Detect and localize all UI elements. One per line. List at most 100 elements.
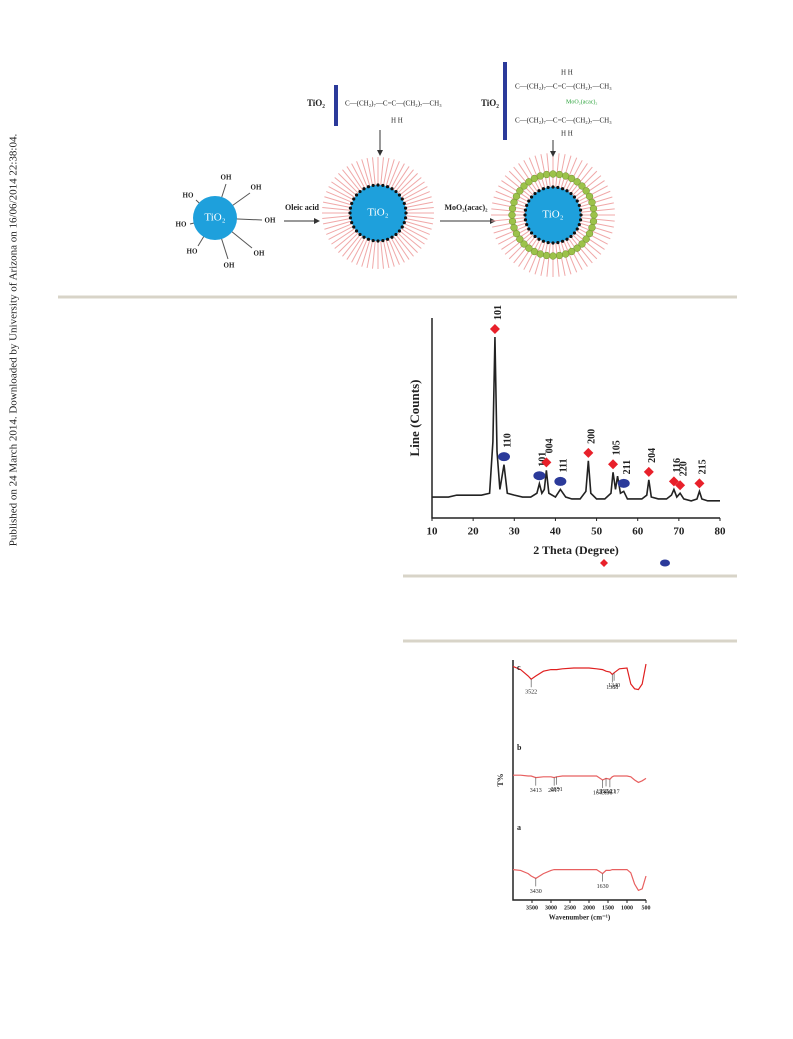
ligand bbox=[405, 215, 434, 219]
hydrogens: H H bbox=[561, 69, 573, 77]
x-tick-label: 30 bbox=[509, 526, 521, 538]
ligand bbox=[390, 237, 405, 263]
x-tick-label: 2000 bbox=[583, 905, 595, 911]
ligand bbox=[324, 220, 352, 230]
x-tick-label: 10 bbox=[427, 526, 439, 538]
surface-dot bbox=[381, 238, 385, 243]
x-tick-label: 80 bbox=[715, 526, 727, 538]
ligand bbox=[518, 238, 538, 267]
bead bbox=[555, 170, 564, 179]
hydroxyl: OH bbox=[265, 217, 276, 225]
ligand bbox=[328, 186, 354, 201]
ligand bbox=[372, 157, 376, 186]
bead bbox=[582, 235, 590, 243]
ligand bbox=[579, 222, 613, 234]
ligand bbox=[372, 240, 376, 269]
ligand bbox=[546, 153, 551, 188]
ligand bbox=[565, 160, 583, 191]
hydroxyl: OH bbox=[254, 250, 265, 258]
bead bbox=[589, 217, 598, 226]
bead bbox=[525, 244, 533, 252]
bead bbox=[562, 250, 570, 258]
bead bbox=[573, 244, 581, 252]
peak-label: 220 bbox=[678, 461, 689, 476]
chain: C—(CH₂)₇—C=C—(CH₂)₇—CH₃ bbox=[515, 83, 612, 91]
ligand bbox=[491, 217, 526, 222]
surface-dot bbox=[572, 231, 577, 235]
ligand bbox=[508, 170, 534, 196]
ligand bbox=[334, 230, 357, 249]
surface-dot bbox=[354, 193, 359, 197]
ligand bbox=[404, 196, 432, 206]
peak-label: 204 bbox=[647, 448, 658, 463]
ligand bbox=[534, 155, 546, 189]
bead bbox=[578, 240, 586, 248]
axes bbox=[431, 318, 720, 519]
bead bbox=[508, 204, 517, 213]
series-line bbox=[512, 663, 647, 691]
arrow-head bbox=[550, 151, 556, 157]
surface-dot bbox=[556, 240, 560, 245]
surface-dot bbox=[402, 220, 406, 225]
surface-dot bbox=[565, 189, 569, 193]
ligand bbox=[356, 161, 368, 188]
ligand bbox=[534, 241, 546, 275]
surface-dot bbox=[352, 197, 356, 201]
hydrogens: H H bbox=[561, 130, 573, 138]
surface-dot bbox=[565, 237, 569, 241]
ligand bbox=[523, 239, 541, 270]
peak-label: 3522 bbox=[525, 690, 537, 696]
ligand bbox=[331, 181, 355, 198]
series-line bbox=[512, 869, 647, 892]
x-tick-label: 3500 bbox=[526, 905, 538, 911]
surface-dot bbox=[385, 237, 390, 241]
hydroxyl: HO bbox=[183, 192, 194, 200]
surface-dot bbox=[376, 239, 380, 243]
bead-ring bbox=[508, 170, 598, 260]
peak-marker bbox=[489, 324, 500, 335]
peak-marker bbox=[498, 452, 510, 462]
surface-dot bbox=[358, 189, 362, 194]
ligand bbox=[405, 207, 434, 211]
ligand bbox=[334, 177, 357, 196]
bead bbox=[567, 174, 576, 183]
surface-dot bbox=[366, 237, 371, 241]
ligand bbox=[326, 223, 353, 235]
x-tick-label: 500 bbox=[642, 905, 651, 911]
peak-marker bbox=[583, 447, 594, 458]
ligand bbox=[361, 159, 371, 187]
ligand bbox=[493, 196, 527, 208]
ligand bbox=[393, 166, 410, 190]
peak-label: 2851 bbox=[551, 787, 563, 793]
surface-dot bbox=[525, 203, 529, 208]
surface-dot bbox=[394, 189, 398, 194]
surface-label: TiO₂ bbox=[481, 98, 499, 108]
surface-dot bbox=[541, 239, 546, 243]
surface-dot bbox=[403, 216, 408, 220]
surface-dot bbox=[569, 191, 573, 196]
bead bbox=[573, 178, 581, 186]
surface-dot bbox=[575, 227, 579, 231]
ligand bbox=[393, 236, 410, 260]
y-axis-label: T% bbox=[496, 773, 505, 786]
bead bbox=[582, 187, 590, 195]
bead bbox=[520, 240, 528, 248]
ligand bbox=[328, 225, 354, 240]
bead bbox=[578, 182, 586, 190]
surface-dot bbox=[525, 222, 529, 227]
arrow-head bbox=[314, 218, 320, 224]
ligand bbox=[404, 220, 432, 230]
ligand bbox=[326, 191, 353, 203]
peak-marker bbox=[675, 480, 686, 491]
surface-dot bbox=[371, 238, 375, 243]
peak-label: 1450.17 bbox=[600, 790, 620, 796]
surface-dot bbox=[537, 189, 541, 193]
ligand bbox=[579, 196, 613, 208]
ligand bbox=[401, 181, 425, 198]
peak-label: 101 bbox=[493, 305, 504, 320]
surface-dot bbox=[390, 235, 394, 239]
surface-dot bbox=[556, 185, 560, 190]
charts: 10 20 30 40 50 60 70 80 2 Theta (Degree) Line (Co… bbox=[407, 305, 726, 922]
bead bbox=[516, 235, 524, 243]
